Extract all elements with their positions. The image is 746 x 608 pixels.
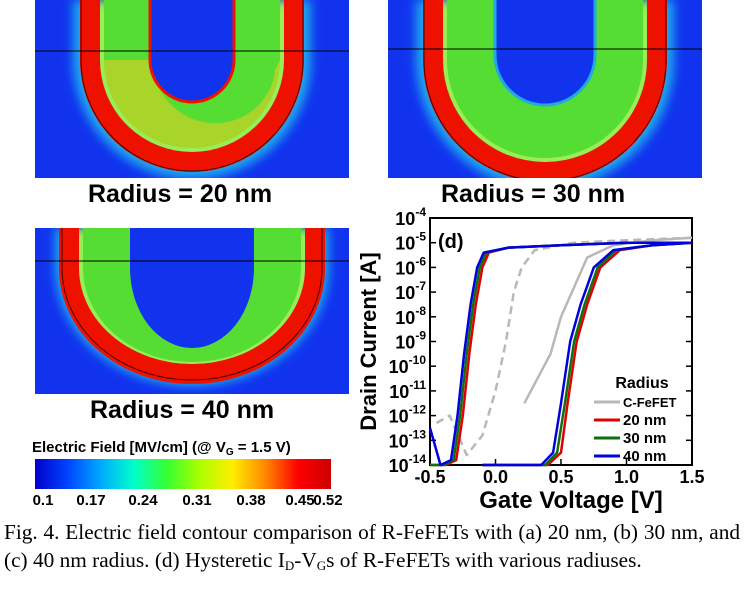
colorbar-ticks: 0.1 0.17 0.24 0.31 0.38 0.45 0.52 xyxy=(0,492,746,512)
legend-label: 20 nm xyxy=(623,412,666,429)
y-tick-label: 10-6 xyxy=(395,254,426,278)
field-plot-20nm xyxy=(35,0,349,178)
colorbar-tick: 0.24 xyxy=(128,492,158,509)
colorbar-tick: 0.45 xyxy=(285,492,315,509)
legend-label: 40 nm xyxy=(623,448,666,465)
x-tick-label: 1.0 xyxy=(614,467,639,487)
y-tick-label: 10-13 xyxy=(389,427,427,451)
y-tick-label: 10-8 xyxy=(395,304,426,328)
field-plot-40nm xyxy=(35,228,349,394)
series-line-c-fefet-backward xyxy=(435,236,693,457)
colorbar-tick: 0.31 xyxy=(182,492,212,509)
series-line-40-nm-backward xyxy=(428,241,692,467)
colorbar-title: Electric Field [MV/cm] (@ VG = 1.5 V) xyxy=(32,439,291,458)
panel-label-30nm: Radius = 30 nm xyxy=(441,180,626,208)
legend-title: Radius xyxy=(615,375,668,392)
x-tick-label: 1.5 xyxy=(679,467,704,487)
colorbar-tick: 0.52 xyxy=(313,492,343,509)
series-line-40-nm-forward xyxy=(482,241,693,467)
figure-caption: Fig. 4. Electric field contour compariso… xyxy=(4,520,740,573)
y-tick-label: 10-5 xyxy=(395,230,426,254)
colorbar-tick: 0.38 xyxy=(236,492,266,509)
y-tick-label: 10-4 xyxy=(395,206,426,229)
x-tick-label: 0.0 xyxy=(483,467,508,487)
y-tick-label: 10-9 xyxy=(395,329,426,353)
y-tick-label: 10-12 xyxy=(389,403,427,427)
y-tick-label: 10-11 xyxy=(389,378,426,402)
y-axis-label: Drain Current [A] xyxy=(356,252,381,430)
y-tick-label: 10-14 xyxy=(389,452,427,476)
panel-label-40nm: Radius = 40 nm xyxy=(90,396,275,424)
y-tick-label: 10-10 xyxy=(389,353,427,377)
x-axis-label: Gate Voltage [V] xyxy=(479,487,663,514)
y-tick-label: 10-7 xyxy=(395,279,426,303)
panel-label-20nm: Radius = 20 nm xyxy=(88,180,273,208)
hysteresis-chart: 10-410-510-610-710-810-910-1010-1110-121… xyxy=(356,206,705,514)
x-tick-label: -0.5 xyxy=(414,467,445,487)
colorbar-tick: 0.17 xyxy=(76,492,106,509)
legend-label: C-FeFET xyxy=(623,395,677,410)
colorbar-gradient xyxy=(35,459,331,489)
field-plot-30nm xyxy=(388,0,702,178)
chart-panel-label: (d) xyxy=(438,231,464,253)
legend-label: 30 nm xyxy=(623,430,666,447)
x-tick-label: 0.5 xyxy=(548,467,573,487)
colorbar-tick: 0.1 xyxy=(32,492,54,509)
